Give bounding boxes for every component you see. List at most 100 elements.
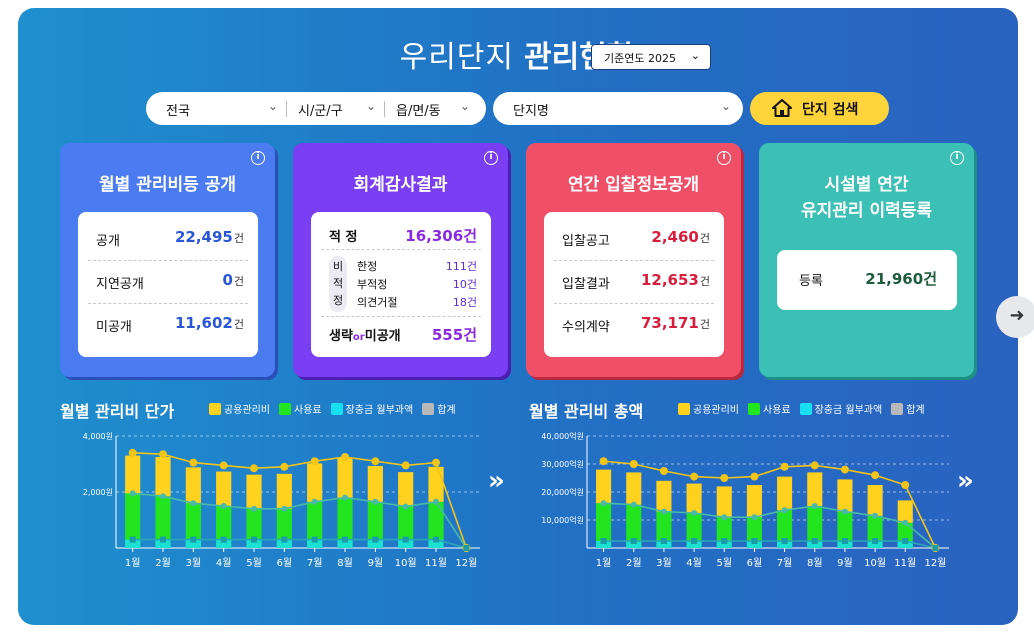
point-usage xyxy=(160,493,167,500)
info-icon[interactable]: i xyxy=(484,151,498,165)
point-total xyxy=(901,481,910,489)
card-title-line: 시설별 연간 xyxy=(824,175,909,195)
card-title-line: 유지관리 이력등록 xyxy=(800,201,933,221)
point-usage xyxy=(902,519,909,526)
point-usage xyxy=(841,508,848,515)
point-usage xyxy=(220,503,227,509)
bar-common xyxy=(125,455,141,494)
bar-common xyxy=(626,472,642,505)
card-audit-results[interactable]: i 회계감사결과 적 정 16,306건 비 적 정 한정 111건 부적정 10건… xyxy=(293,143,508,377)
card-title: 시설별 연간 유지관리 이력등록 xyxy=(759,172,974,224)
point-usage xyxy=(433,498,440,505)
point-total xyxy=(629,460,638,468)
point-ltr xyxy=(841,538,848,544)
bar-ltr xyxy=(125,539,141,548)
card-monthly-disclosure[interactable]: i 월별 관리비등 공개 공개 22,495건 지연공개 0건 미공개 11,6… xyxy=(60,143,275,377)
point-ltr xyxy=(433,536,440,543)
stat-number: 12,653 xyxy=(640,271,699,289)
line-usage xyxy=(132,492,468,549)
stat-value: 73,171건 xyxy=(641,314,710,332)
y-tick-label: 40,000억원 xyxy=(541,431,584,441)
bar-usage xyxy=(155,496,171,548)
bar-ltr xyxy=(686,541,702,548)
complex-search-button[interactable]: 단지 검색 xyxy=(750,92,889,125)
bar-common xyxy=(216,471,232,506)
bar-usage xyxy=(686,513,702,548)
complex-name-select[interactable]: 단지명 ⌄ xyxy=(493,92,743,125)
point-usage xyxy=(872,512,879,519)
legend-item: 공용관리비 xyxy=(209,401,270,416)
legend-item: 합계 xyxy=(422,401,456,416)
card-bid-disclosure[interactable]: i 연간 입찰정보공개 입찰공고 2,460건 입찰결과 12,653건 수의계… xyxy=(526,143,741,377)
card-title: 월별 관리비등 공개 xyxy=(99,175,236,195)
point-ltr xyxy=(372,536,379,543)
point-usage xyxy=(342,494,349,501)
stat-unit: 건 xyxy=(233,318,244,331)
bar-usage xyxy=(626,504,642,548)
info-icon[interactable]: i xyxy=(950,151,964,165)
city-select[interactable]: 시/군/구 ⌄ xyxy=(298,92,376,125)
chevron-double-right-icon[interactable]: » xyxy=(488,466,505,496)
point-ltr xyxy=(872,538,879,544)
point-ltr xyxy=(600,538,607,544)
region-search-bar: 전국 ⌄ 시/군/구 ⌄ 읍/면/동 ⌄ xyxy=(146,92,486,125)
stat-number: 21,960 xyxy=(865,270,924,288)
year-select[interactable]: 기준연도 2025 ⌄ xyxy=(591,44,711,70)
chevron-double-right-icon[interactable]: » xyxy=(957,466,974,496)
info-icon[interactable]: i xyxy=(251,151,265,165)
stat-unit: 건 xyxy=(463,326,477,344)
info-icon[interactable]: i xyxy=(717,151,731,165)
card-facility-history[interactable]: i 시설별 연간 유지관리 이력등록 등록 21,960건 xyxy=(759,143,974,377)
point-usage xyxy=(811,503,818,509)
item-number: 111 xyxy=(445,260,467,273)
badge-char: 정 xyxy=(332,294,344,307)
point-usage xyxy=(781,507,788,514)
x-tick-label: 3월 xyxy=(656,557,672,569)
y-tick-label: 10,000억원 xyxy=(541,515,584,525)
stat-value: 22,495건 xyxy=(175,228,244,246)
bar-usage xyxy=(867,515,883,548)
bar-common xyxy=(155,457,171,497)
point-usage xyxy=(600,500,607,507)
legend-swatch xyxy=(678,403,690,415)
legend-label: 합계 xyxy=(437,405,456,416)
bar-common xyxy=(656,480,672,512)
point-ltr xyxy=(160,536,167,543)
stat-unit: 건 xyxy=(463,227,477,245)
legend-swatch xyxy=(799,403,812,415)
badge-char: 비 xyxy=(332,260,344,273)
legend-item: 사용료 xyxy=(748,401,791,416)
bar-common xyxy=(307,463,323,502)
point-usage xyxy=(372,498,379,505)
point-total xyxy=(720,474,729,482)
stat-number: 73,171 xyxy=(640,314,699,332)
badge-char: 적 xyxy=(332,277,344,290)
x-tick-label: 4월 xyxy=(686,557,702,569)
point-ltr xyxy=(342,536,349,543)
bar-common xyxy=(596,469,612,504)
region-select[interactable]: 전국 ⌄ xyxy=(166,92,278,125)
x-tick-label: 10월 xyxy=(395,557,417,569)
stat-row: 입찰공고 2,460건 xyxy=(554,218,714,261)
point-usage xyxy=(311,498,318,505)
stat-unit: 건 xyxy=(699,318,710,331)
point-ltr xyxy=(190,536,197,543)
item-value: 111건 xyxy=(446,258,477,274)
title-light: 우리단지 xyxy=(399,40,514,75)
town-select[interactable]: 읍/면/동 ⌄ xyxy=(396,92,470,125)
bar-usage xyxy=(216,506,232,548)
bar-common xyxy=(777,476,793,511)
stat-label: 생략or미공개 xyxy=(329,329,401,344)
bar-ltr xyxy=(216,539,232,548)
improper-item: 한정 111건 xyxy=(357,258,477,274)
point-ltr xyxy=(721,538,728,544)
bar-ltr xyxy=(867,541,883,548)
x-tick-label: 9월 xyxy=(837,557,853,569)
point-total xyxy=(341,453,350,461)
point-total xyxy=(159,450,168,459)
improper-item: 부적정 10건 xyxy=(357,276,477,292)
x-tick-label: 3월 xyxy=(186,557,202,569)
legend-swatch xyxy=(209,403,221,415)
next-slide-button[interactable]: ➜ xyxy=(996,296,1034,338)
point-ltr xyxy=(902,538,909,544)
